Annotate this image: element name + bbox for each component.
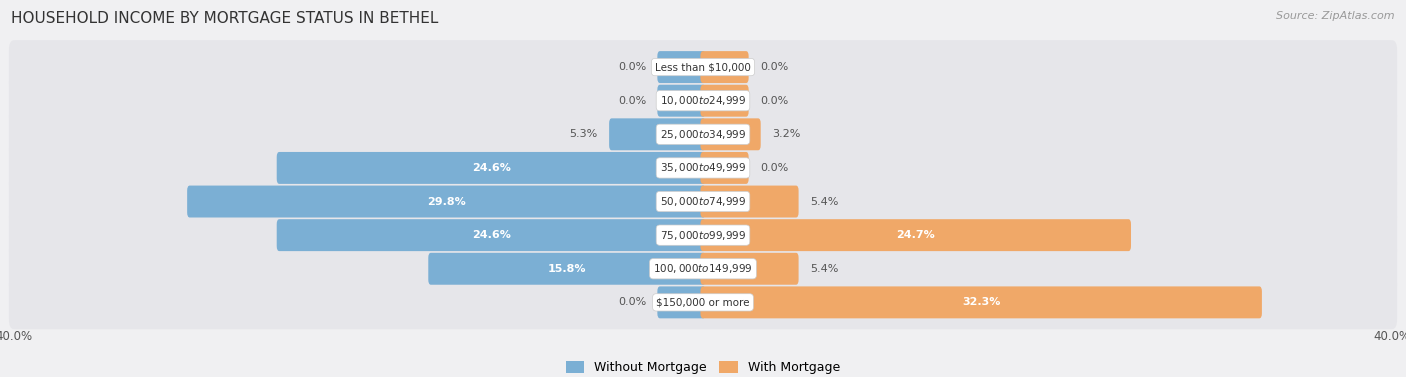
Text: $25,000 to $34,999: $25,000 to $34,999 (659, 128, 747, 141)
Text: 32.3%: 32.3% (962, 297, 1000, 307)
FancyBboxPatch shape (8, 242, 1398, 296)
Text: 0.0%: 0.0% (759, 62, 789, 72)
Text: 24.7%: 24.7% (897, 230, 935, 240)
FancyBboxPatch shape (658, 287, 706, 318)
Text: 0.0%: 0.0% (759, 163, 789, 173)
Text: 0.0%: 0.0% (617, 297, 647, 307)
FancyBboxPatch shape (8, 40, 1398, 94)
FancyBboxPatch shape (658, 51, 706, 83)
Text: $100,000 to $149,999: $100,000 to $149,999 (654, 262, 752, 275)
Text: 24.6%: 24.6% (472, 163, 510, 173)
FancyBboxPatch shape (700, 253, 799, 285)
Text: 15.8%: 15.8% (548, 264, 586, 274)
FancyBboxPatch shape (609, 118, 706, 150)
Text: $35,000 to $49,999: $35,000 to $49,999 (659, 161, 747, 175)
FancyBboxPatch shape (658, 85, 706, 116)
FancyBboxPatch shape (277, 219, 706, 251)
FancyBboxPatch shape (700, 287, 1263, 318)
FancyBboxPatch shape (187, 185, 706, 218)
Text: 0.0%: 0.0% (759, 96, 789, 106)
FancyBboxPatch shape (429, 253, 706, 285)
Text: 24.6%: 24.6% (472, 230, 510, 240)
Text: Source: ZipAtlas.com: Source: ZipAtlas.com (1277, 11, 1395, 21)
Text: $10,000 to $24,999: $10,000 to $24,999 (659, 94, 747, 107)
Text: 5.4%: 5.4% (810, 264, 838, 274)
FancyBboxPatch shape (700, 219, 1130, 251)
Text: 29.8%: 29.8% (427, 196, 465, 207)
Text: 5.3%: 5.3% (569, 129, 598, 139)
Text: 3.2%: 3.2% (772, 129, 800, 139)
FancyBboxPatch shape (700, 51, 748, 83)
FancyBboxPatch shape (277, 152, 706, 184)
FancyBboxPatch shape (700, 118, 761, 150)
FancyBboxPatch shape (8, 74, 1398, 127)
FancyBboxPatch shape (8, 276, 1398, 329)
FancyBboxPatch shape (8, 107, 1398, 161)
Text: 0.0%: 0.0% (617, 62, 647, 72)
Text: HOUSEHOLD INCOME BY MORTGAGE STATUS IN BETHEL: HOUSEHOLD INCOME BY MORTGAGE STATUS IN B… (11, 11, 439, 26)
Text: 0.0%: 0.0% (617, 96, 647, 106)
Text: Less than $10,000: Less than $10,000 (655, 62, 751, 72)
FancyBboxPatch shape (700, 185, 799, 218)
FancyBboxPatch shape (8, 141, 1398, 195)
Text: $50,000 to $74,999: $50,000 to $74,999 (659, 195, 747, 208)
FancyBboxPatch shape (700, 85, 748, 116)
Text: $75,000 to $99,999: $75,000 to $99,999 (659, 228, 747, 242)
Text: 5.4%: 5.4% (810, 196, 838, 207)
FancyBboxPatch shape (8, 175, 1398, 228)
FancyBboxPatch shape (700, 152, 748, 184)
Legend: Without Mortgage, With Mortgage: Without Mortgage, With Mortgage (561, 356, 845, 377)
FancyBboxPatch shape (8, 208, 1398, 262)
Text: $150,000 or more: $150,000 or more (657, 297, 749, 307)
